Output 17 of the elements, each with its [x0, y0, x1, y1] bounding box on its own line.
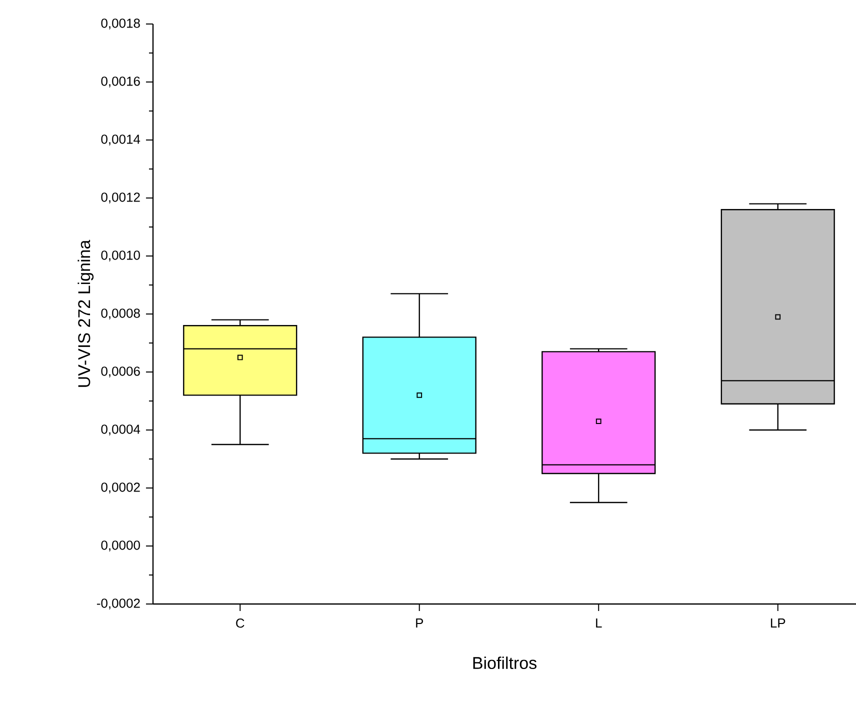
x-tick-label: P	[416, 618, 424, 628]
y-tick-label: 0,0018	[101, 18, 140, 30]
x-axis-title: Biofiltros	[473, 656, 536, 670]
y-tick-label: -0,0002	[96, 598, 140, 610]
x-tick-label: C	[236, 618, 244, 628]
x-tick-label: LP	[770, 618, 786, 628]
y-tick-label: 0,0014	[101, 134, 140, 146]
x-tick-label: L	[596, 618, 602, 628]
y-tick-label: 0,0016	[101, 76, 140, 88]
y-tick-label: 0,0004	[101, 424, 140, 436]
y-tick-label: 0,0006	[101, 366, 140, 378]
y-tick-label: 0,0010	[101, 250, 140, 262]
y-tick-label: 0,0012	[101, 192, 140, 204]
y-tick-label: 0,0008	[101, 308, 140, 320]
y-tick-label: 0,0000	[101, 540, 140, 552]
y-axis-title: UV-VIS 272 Lignina	[78, 240, 94, 387]
y-tick-label: 0,0002	[101, 482, 140, 494]
